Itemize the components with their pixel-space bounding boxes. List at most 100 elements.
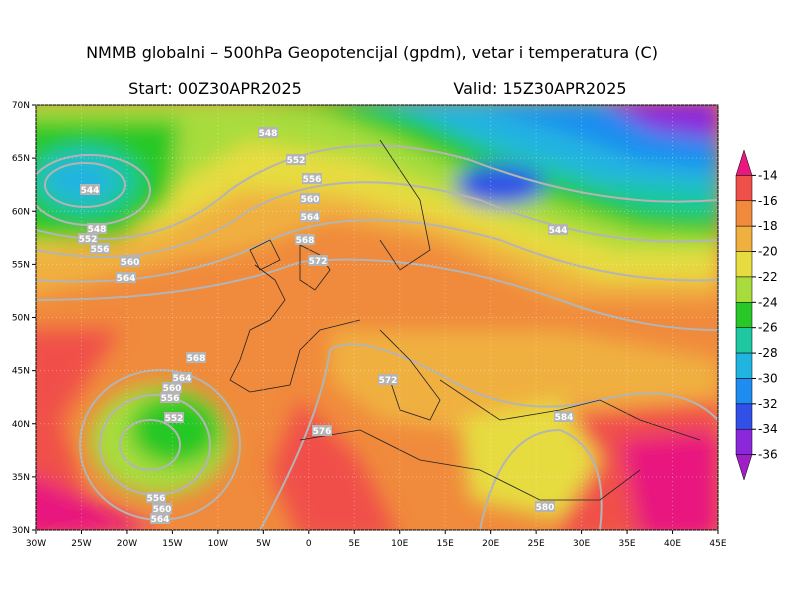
lat-label: 40N bbox=[12, 420, 30, 430]
contour-label-box bbox=[90, 243, 110, 254]
contour-label-box bbox=[150, 513, 170, 524]
contour-label-box bbox=[300, 193, 320, 204]
contour-label: 564 bbox=[151, 515, 170, 525]
contour-label-box bbox=[378, 374, 398, 385]
contour-label: 568 bbox=[187, 354, 206, 364]
contour-label: 560 bbox=[301, 195, 320, 205]
colorbar-segment bbox=[735, 175, 753, 202]
contour-label-box bbox=[186, 352, 206, 363]
contour-label: 544 bbox=[549, 226, 568, 236]
title: NMMB globalni – 500hPa Geopotencijal (gp… bbox=[86, 43, 658, 62]
contour-label: 556 bbox=[161, 394, 180, 404]
contour-label-box bbox=[160, 392, 180, 403]
colorbar-segment bbox=[735, 428, 753, 455]
contour-label: 552 bbox=[79, 235, 98, 245]
contour-label: 556 bbox=[91, 245, 110, 255]
colorbar-segment bbox=[735, 251, 753, 278]
lat-label: 45N bbox=[12, 367, 30, 377]
lon-label: 20E bbox=[482, 539, 499, 549]
contour-label: 552 bbox=[287, 156, 306, 166]
contour-label-box bbox=[308, 255, 328, 266]
contour-label: 572 bbox=[309, 257, 328, 267]
contour-label-box bbox=[152, 503, 172, 514]
colorbar-segment bbox=[735, 403, 753, 430]
colorbar-segment bbox=[735, 454, 753, 481]
lon-label: 25E bbox=[528, 539, 545, 549]
contour-label-box bbox=[302, 173, 322, 184]
contour-label-box bbox=[162, 382, 182, 393]
contour-label-box bbox=[120, 256, 140, 267]
colorbar-label: -26 bbox=[758, 321, 778, 335]
colorbar-label: -24 bbox=[758, 295, 778, 309]
lat-label: 70N bbox=[12, 101, 30, 111]
colorbar-label: -16 bbox=[758, 194, 778, 208]
contour-label-box bbox=[172, 372, 192, 383]
contour-label-box bbox=[80, 184, 100, 195]
contour-label-box bbox=[286, 154, 306, 165]
contour-label: 552 bbox=[165, 414, 184, 424]
lon-label: 10W bbox=[208, 539, 228, 549]
lon-label: 30W bbox=[26, 539, 46, 549]
contour-label: 560 bbox=[163, 384, 182, 394]
colorbar-segment bbox=[735, 225, 753, 252]
contour-label: 564 bbox=[173, 374, 192, 384]
lon-label: 20W bbox=[117, 539, 137, 549]
contour-label-box bbox=[554, 411, 574, 422]
lon-label: 35E bbox=[618, 539, 635, 549]
lat-label: 55N bbox=[12, 260, 30, 270]
contour-label-box bbox=[164, 412, 184, 423]
lon-label: 15E bbox=[437, 539, 454, 549]
colorbar-label: -32 bbox=[758, 397, 778, 411]
contour-label-box bbox=[87, 223, 107, 234]
colorbar-label: -22 bbox=[758, 270, 778, 284]
colorbar-label: -18 bbox=[758, 219, 778, 233]
contour-label: 560 bbox=[121, 258, 140, 268]
contour-label: 580 bbox=[536, 503, 555, 513]
lat-label: 30N bbox=[12, 526, 30, 536]
colorbar-label: -34 bbox=[758, 422, 778, 436]
temperature-field bbox=[36, 105, 718, 530]
valid-time: Valid: 15Z30APR2025 bbox=[453, 79, 626, 98]
contour-label: 564 bbox=[301, 213, 320, 223]
contour-label-box bbox=[295, 234, 315, 245]
colorbar-segment bbox=[735, 378, 753, 405]
lon-label: 0 bbox=[306, 539, 312, 549]
lon-label: 30E bbox=[573, 539, 590, 549]
contour-label: 548 bbox=[259, 129, 278, 139]
lon-label: 10E bbox=[391, 539, 408, 549]
contour-label-box bbox=[146, 492, 166, 503]
contour-label-box bbox=[312, 425, 332, 436]
contour-label-box bbox=[548, 224, 568, 235]
colorbar-label: -20 bbox=[758, 245, 778, 259]
colorbar-label: -28 bbox=[758, 346, 778, 360]
contour-label-box bbox=[258, 127, 278, 138]
contour-label: 548 bbox=[88, 225, 107, 235]
lon-label: 40E bbox=[664, 539, 681, 549]
contour-label: 556 bbox=[147, 494, 166, 504]
colorbar-segment bbox=[735, 149, 753, 176]
contour-label-box bbox=[535, 501, 555, 512]
lon-label: 5E bbox=[349, 539, 361, 549]
contour-label-box bbox=[78, 233, 98, 244]
lat-label: 35N bbox=[12, 473, 30, 483]
lat-label: 60N bbox=[12, 207, 30, 217]
colorbar-label: -36 bbox=[758, 448, 778, 462]
contour-label: 564 bbox=[117, 274, 136, 284]
colorbar-label: -30 bbox=[758, 371, 778, 385]
contour-label-box bbox=[116, 272, 136, 283]
contour-label-box bbox=[300, 211, 320, 222]
colorbar-segment bbox=[735, 352, 753, 379]
colorbar-label: -14 bbox=[758, 168, 778, 182]
start-time: Start: 00Z30APR2025 bbox=[128, 79, 302, 98]
lat-label: 50N bbox=[12, 314, 30, 324]
contour-label: 544 bbox=[81, 186, 100, 196]
lon-label: 15W bbox=[162, 539, 182, 549]
colorbar-segment bbox=[735, 327, 753, 354]
lon-label: 5W bbox=[256, 539, 271, 549]
contour-label: 556 bbox=[303, 175, 322, 185]
lat-label: 65N bbox=[12, 154, 30, 164]
contour-label: 584 bbox=[555, 413, 574, 423]
colorbar-segment bbox=[735, 276, 753, 303]
lon-label: 25W bbox=[71, 539, 91, 549]
